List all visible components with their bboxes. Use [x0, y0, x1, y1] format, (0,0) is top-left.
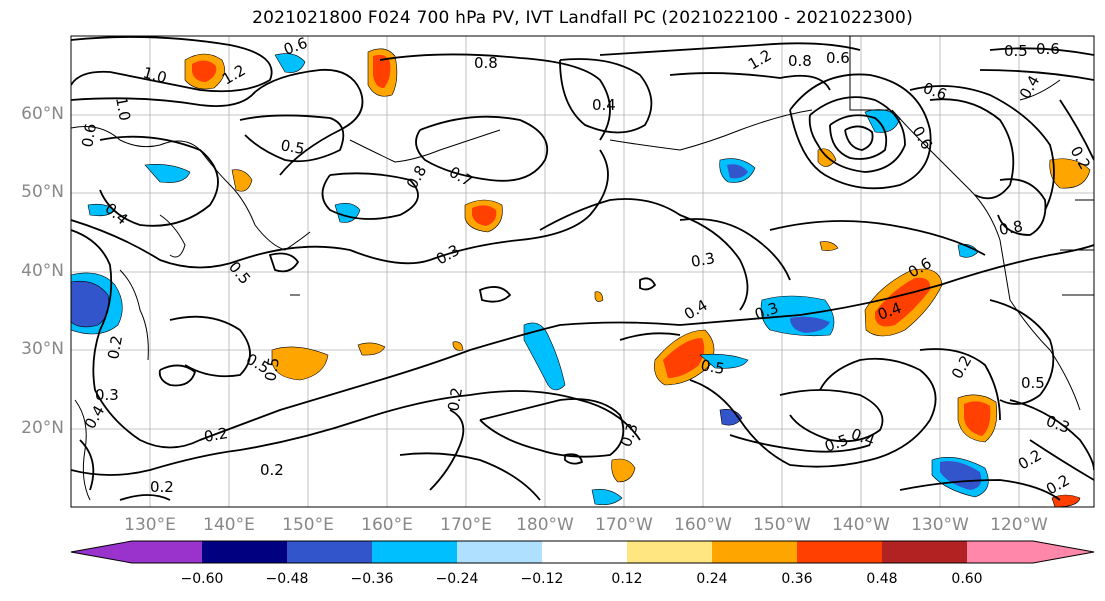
- colorbar-tick: −0.48: [265, 571, 309, 587]
- lon-label: 170°E: [440, 515, 492, 535]
- lat-label: 60°N: [21, 104, 64, 124]
- contour-label: 0.2: [260, 461, 284, 479]
- lon-label: 140°E: [203, 515, 255, 535]
- lon-label: 170°W: [595, 515, 653, 535]
- contour-label: 0.8: [788, 52, 812, 70]
- contour-label: 0.5: [279, 136, 306, 158]
- contour-label: 0.2: [444, 386, 466, 413]
- lon-label: 130°W: [911, 515, 969, 535]
- colorbar-tick: 0.48: [866, 571, 898, 587]
- lon-label: 130°E: [124, 515, 176, 535]
- contour-label: 1.0: [112, 96, 134, 123]
- colorbar-segment: [797, 541, 882, 563]
- lon-label: 160°E: [361, 515, 413, 535]
- colorbar-segment: [627, 541, 712, 563]
- colorbar-segment: [967, 541, 1094, 563]
- colorbar-segment: [457, 541, 542, 563]
- contour-label: 0.2: [150, 478, 174, 496]
- contour-label: 0.2: [203, 424, 230, 446]
- colorbar-tick: −0.12: [520, 571, 564, 587]
- colorbar-segment: [712, 541, 797, 563]
- contour-label: 0.8: [474, 54, 498, 72]
- contour-label: 0.5: [1021, 374, 1045, 392]
- colorbar-segment: [372, 541, 457, 563]
- colorbar-tick: −0.24: [435, 571, 479, 587]
- lon-label: 180°W: [516, 515, 574, 535]
- colorbar-tick: −0.36: [350, 571, 394, 587]
- shaded-anomalies: [71, 48, 1091, 507]
- colorbar-segment: [882, 541, 967, 563]
- contour-label: 0.6: [78, 122, 100, 149]
- map-title: 2021021800 F024 700 hPa PV, IVT Landfall…: [252, 8, 913, 28]
- lon-label: 160°W: [674, 515, 732, 535]
- colorbar-tick: 0.60: [951, 571, 983, 587]
- lat-label: 50°N: [21, 182, 64, 202]
- pv-contours: [71, 36, 1094, 501]
- contour-label: 0.5: [1004, 42, 1028, 60]
- contour-label: 1.0: [141, 63, 169, 87]
- contour-label: 0.6: [281, 34, 310, 59]
- colorbar-segment: [71, 541, 202, 563]
- contour-label: 0.3: [95, 386, 119, 404]
- contour-label: 0.5: [699, 356, 726, 378]
- lat-label: 40°N: [21, 261, 64, 281]
- colorbar-tick: 0.24: [696, 571, 728, 587]
- contour-label: 0.5: [261, 356, 283, 383]
- colorbar-tick: 0.12: [611, 571, 643, 587]
- gridlines: [71, 36, 1094, 507]
- lon-label: 140°W: [832, 515, 890, 535]
- lat-label: 30°N: [21, 339, 64, 359]
- contour-label: 0.3: [690, 249, 717, 271]
- lat-label: 20°N: [21, 418, 64, 438]
- colorbar-segment: [287, 541, 372, 563]
- colorbar-tick: 0.36: [781, 571, 813, 587]
- contour-label: 0.6: [826, 49, 850, 67]
- colorbar-segment: [542, 541, 627, 563]
- lon-label: 150°E: [282, 515, 334, 535]
- colorbar-tick: −0.60: [180, 571, 224, 587]
- lon-label: 120°W: [990, 515, 1048, 535]
- colorbar-segment: [202, 541, 287, 563]
- contour-label: 0.4: [592, 96, 616, 114]
- contour-label: 0.2: [104, 334, 126, 361]
- lon-label: 150°W: [753, 515, 811, 535]
- contour-label: 0.8: [998, 217, 1025, 239]
- contour-label: 0.6: [1036, 40, 1060, 58]
